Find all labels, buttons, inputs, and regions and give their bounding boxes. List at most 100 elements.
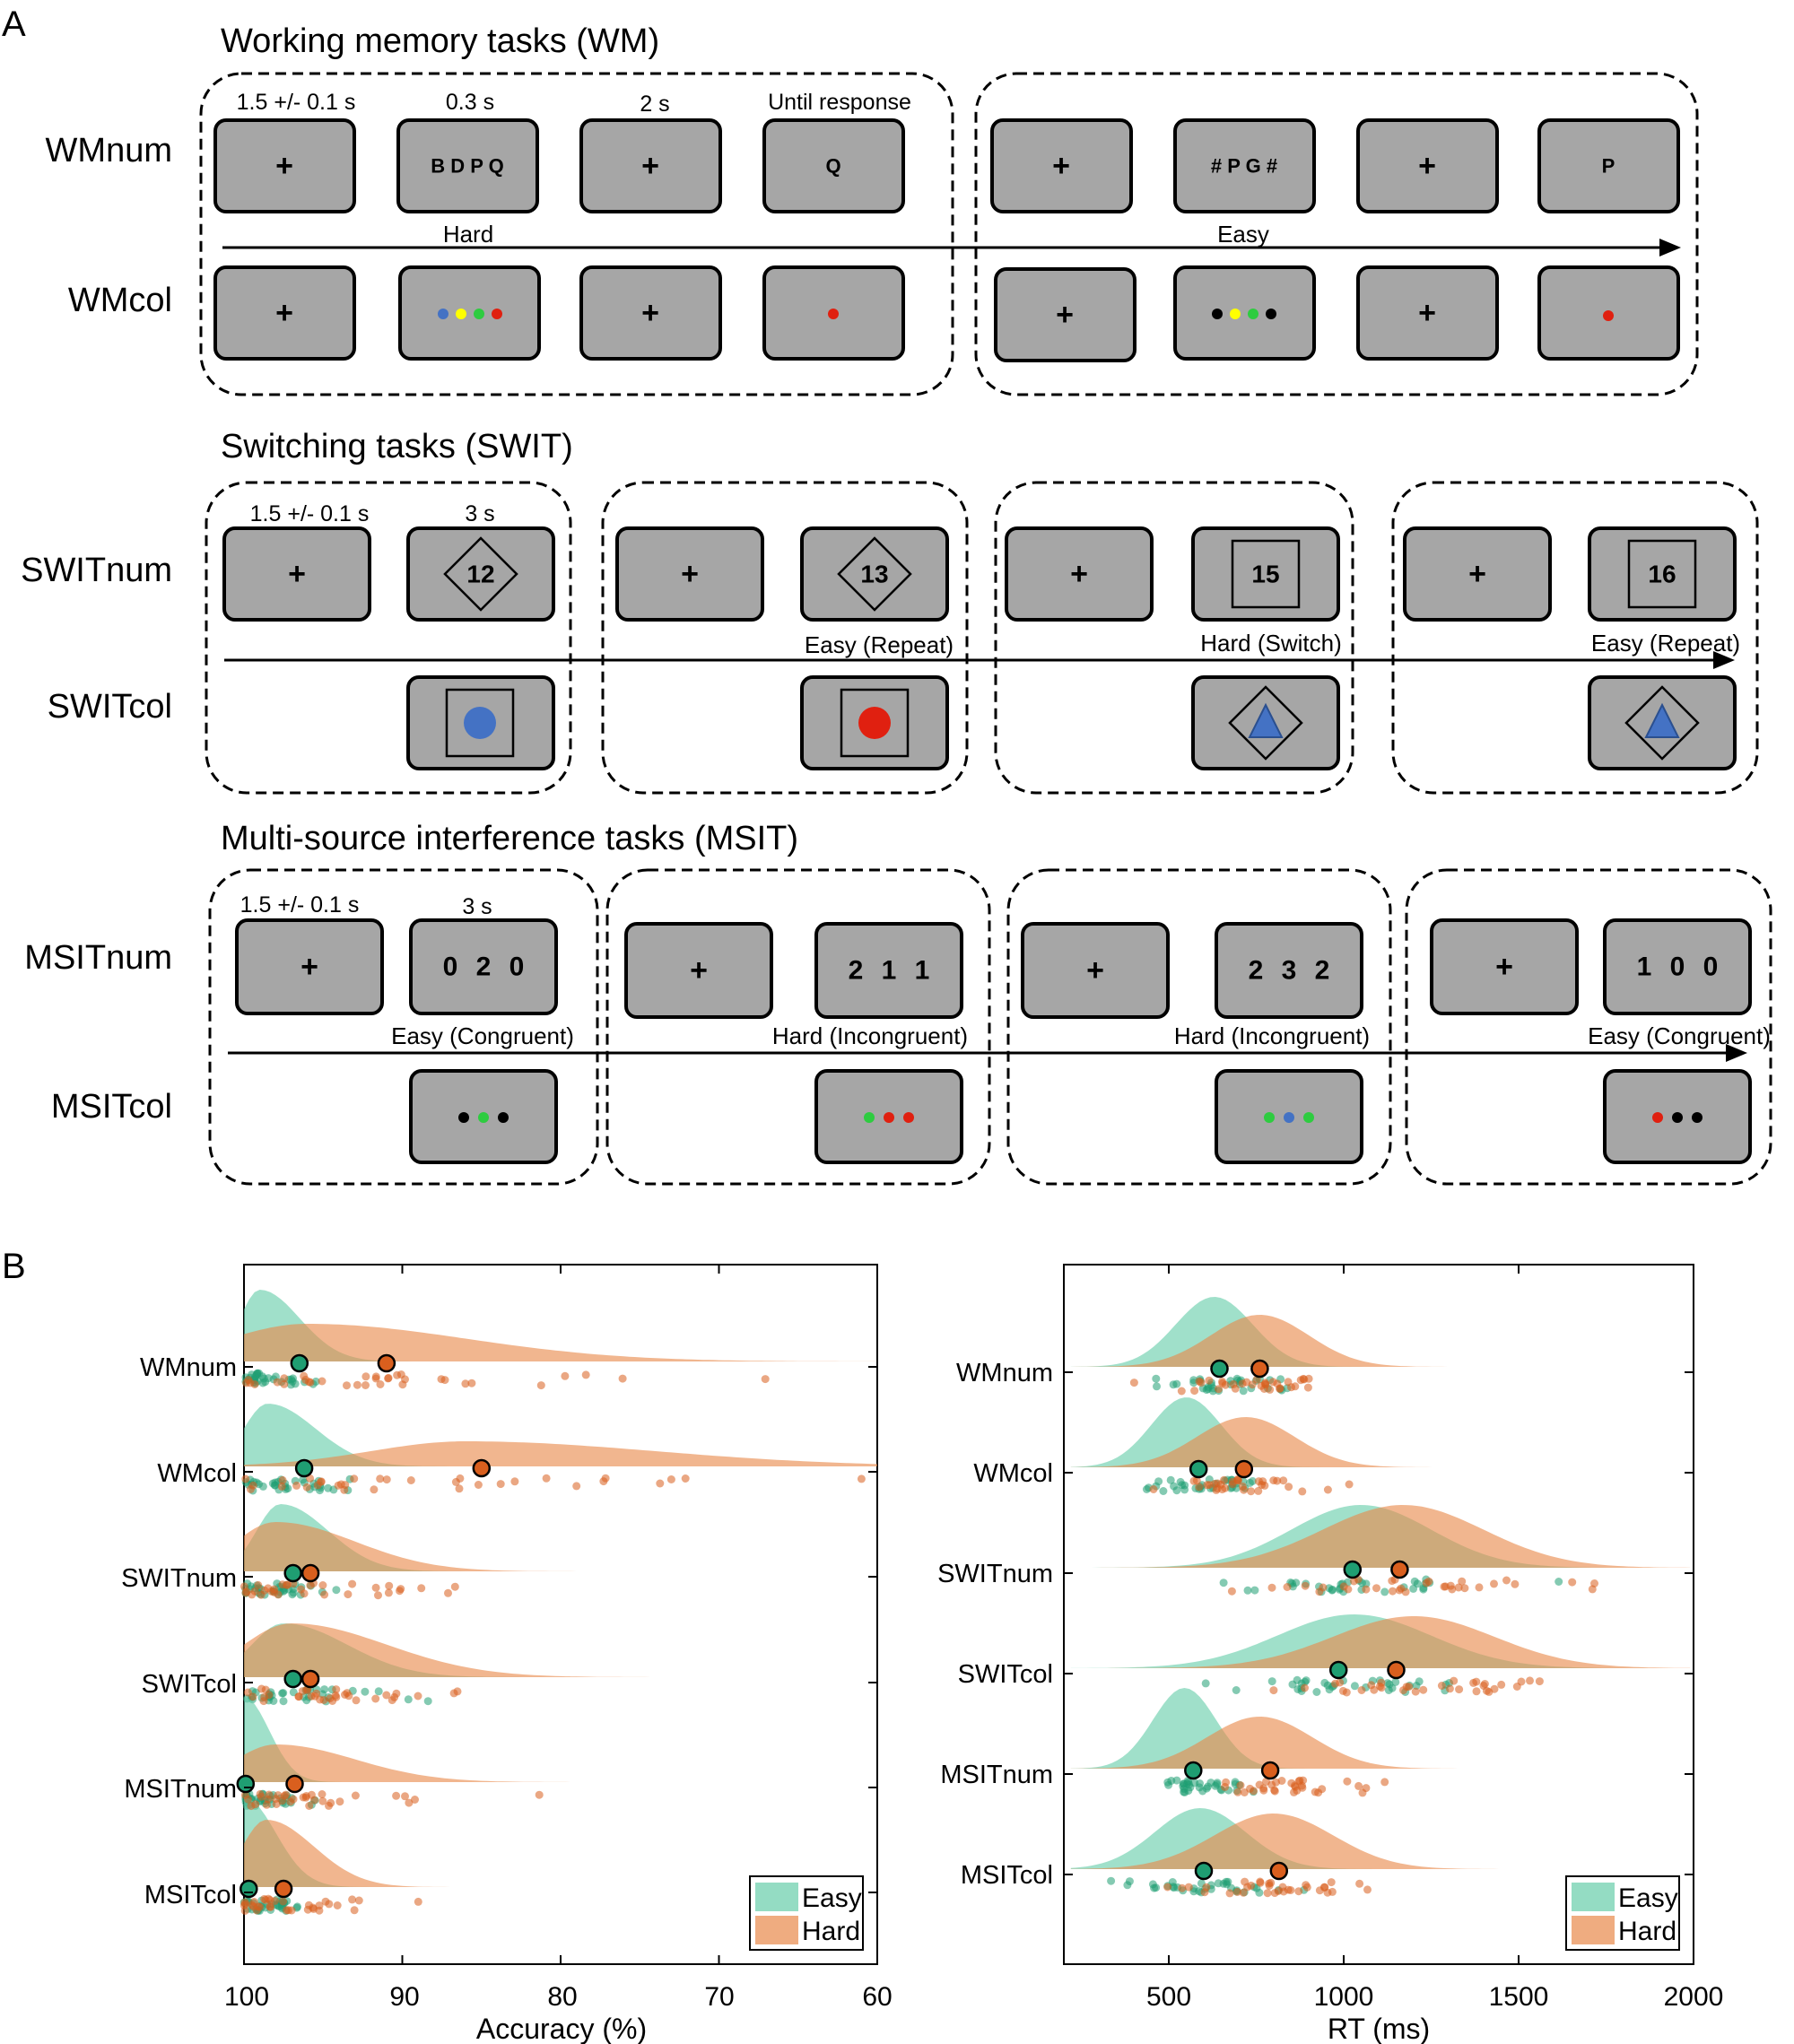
panel-a-letter: A — [2, 4, 26, 44]
data-point — [332, 1685, 341, 1694]
hard-mean-marker — [1387, 1660, 1406, 1680]
wmnum-screen-3 — [579, 118, 722, 213]
data-point — [857, 1474, 866, 1483]
data-point — [1419, 1585, 1428, 1594]
easy-mean-marker — [1210, 1359, 1229, 1379]
swit-timeline-arrowhead — [1713, 651, 1735, 669]
data-point — [1338, 1686, 1347, 1695]
msitnum-fix-3 — [1021, 922, 1170, 1019]
data-point — [1285, 1483, 1293, 1492]
data-point — [1411, 1687, 1420, 1696]
data-point — [1236, 1781, 1245, 1790]
wmnum-screen-6 — [1173, 118, 1316, 213]
data-point — [1472, 1677, 1481, 1686]
data-point — [280, 1374, 289, 1383]
data-point — [1220, 1475, 1228, 1484]
data-point — [316, 1695, 325, 1704]
dot-green — [478, 1112, 489, 1123]
data-point — [1256, 1877, 1265, 1886]
data-point — [243, 1688, 252, 1697]
data-point — [257, 1590, 266, 1599]
data-point — [1176, 1477, 1185, 1486]
data-point — [1247, 1487, 1256, 1496]
data-point — [1284, 1885, 1293, 1894]
rt-category-label: SWITcol — [958, 1660, 1053, 1689]
data-point — [1568, 1578, 1577, 1587]
msitnum-stim-1 — [409, 918, 558, 1015]
data-point — [405, 1798, 414, 1807]
wmcol-screen-3 — [579, 265, 722, 361]
data-point — [376, 1380, 385, 1388]
wmcol-stim-5: + — [1056, 298, 1074, 332]
swit-group-3 — [994, 481, 1354, 795]
data-point — [1153, 1382, 1161, 1391]
wmcol-screen-7 — [1356, 265, 1499, 361]
data-point — [1270, 1787, 1279, 1796]
data-point — [1472, 1687, 1481, 1696]
data-point — [251, 1372, 260, 1381]
accuracy-chart: 100 90 80 70 60 Accuracy (%) WMnum WMcol… — [121, 1264, 893, 2044]
data-point — [1239, 1387, 1248, 1396]
wmnum-stim-8: P — [1602, 155, 1615, 178]
wm-cond-hard: Hard — [443, 221, 493, 248]
data-point — [1152, 1374, 1161, 1383]
data-point — [1328, 1887, 1337, 1896]
data-point — [1363, 1885, 1372, 1894]
data-point — [392, 1791, 401, 1800]
data-point — [1219, 1579, 1228, 1587]
data-point — [1385, 1680, 1394, 1689]
data-point — [350, 1474, 359, 1483]
switnum-number-1: 12 — [466, 561, 494, 588]
data-point — [1205, 1481, 1214, 1490]
dot-green — [474, 309, 484, 319]
data-point — [417, 1584, 426, 1593]
easy-mean-marker — [1194, 1861, 1214, 1881]
data-point — [343, 1381, 351, 1390]
data-point — [1320, 1678, 1329, 1687]
data-point — [449, 1689, 458, 1698]
data-point — [1303, 1383, 1312, 1392]
data-point — [1269, 1686, 1278, 1695]
data-point — [333, 1901, 342, 1909]
data-point — [307, 1692, 316, 1700]
rt-plot-area — [1070, 1297, 1691, 1898]
data-point — [618, 1374, 627, 1383]
data-point — [1267, 1583, 1276, 1592]
data-point — [1325, 1584, 1334, 1593]
msitnum-fix-4-text: + — [1495, 950, 1513, 984]
data-point — [351, 1791, 360, 1800]
hard-density-WMcol — [244, 1441, 877, 1466]
wmcol-screen-5 — [994, 267, 1136, 362]
data-point — [1225, 1889, 1234, 1898]
data-point — [279, 1697, 288, 1706]
data-point — [510, 1477, 519, 1486]
data-point — [1245, 1478, 1254, 1487]
hard-mean-marker — [274, 1879, 293, 1899]
data-point — [1164, 1780, 1173, 1789]
data-point — [1475, 1583, 1484, 1592]
hard-density-WMnum — [1070, 1315, 1691, 1367]
data-point — [474, 1481, 483, 1489]
data-point — [1233, 1787, 1242, 1796]
data-point — [244, 1376, 253, 1385]
data-point — [315, 1901, 324, 1910]
data-point — [1445, 1684, 1454, 1693]
dot-green — [1264, 1112, 1275, 1123]
wmnum-screen-2 — [396, 118, 539, 213]
data-point — [306, 1581, 315, 1590]
data-point — [406, 1476, 415, 1484]
legend-easy-swatch — [755, 1883, 798, 1911]
data-point — [370, 1485, 379, 1494]
data-point — [1480, 1680, 1489, 1688]
rt-category-label: WMnum — [956, 1359, 1053, 1387]
dot-red — [1652, 1112, 1663, 1123]
data-point — [1233, 1887, 1241, 1896]
swit-time-stim: 3 s — [465, 501, 494, 526]
data-point — [1512, 1683, 1521, 1691]
dot-yellow — [456, 309, 466, 319]
data-point — [241, 1588, 250, 1597]
hard-mean-marker — [1234, 1459, 1254, 1479]
wmcol-screen-1 — [213, 265, 356, 361]
easy-mean-marker — [1184, 1761, 1203, 1780]
data-point — [456, 1474, 465, 1483]
